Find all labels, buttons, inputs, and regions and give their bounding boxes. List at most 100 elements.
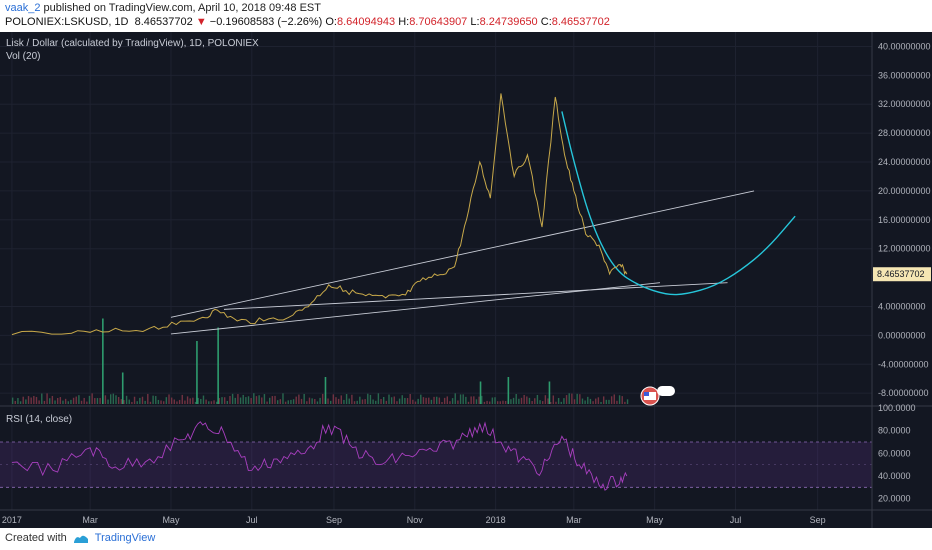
volume-bar bbox=[608, 399, 610, 404]
volume-bar bbox=[269, 397, 271, 404]
x-tick-label: Sep bbox=[810, 515, 826, 525]
volume-bar bbox=[96, 398, 99, 404]
volume-bar bbox=[536, 394, 539, 404]
volume-bar bbox=[319, 397, 321, 404]
tradingview-brand-link[interactable]: TradingView bbox=[94, 532, 156, 544]
volume-bar bbox=[43, 400, 46, 404]
y-tick-label: 20.00000000 bbox=[878, 186, 931, 196]
volume-bar bbox=[441, 401, 443, 404]
volume-bar bbox=[459, 394, 462, 404]
volume-bar bbox=[247, 396, 250, 404]
volume-bar bbox=[414, 401, 417, 404]
volume-bar bbox=[523, 394, 525, 404]
volume-bar bbox=[49, 398, 51, 404]
price-change: −0.19608583 (−2.26%) bbox=[209, 16, 323, 28]
volume-spike bbox=[548, 381, 551, 404]
volume-bar bbox=[38, 400, 40, 404]
volume-bar bbox=[19, 401, 22, 404]
volume-bar bbox=[584, 400, 586, 404]
volume-bar bbox=[86, 401, 88, 404]
volume-bar bbox=[14, 400, 16, 404]
volume-bar bbox=[343, 399, 345, 404]
author-link[interactable]: vaak_2 bbox=[5, 2, 41, 14]
volume-bar bbox=[314, 399, 316, 404]
rsi-plot bbox=[11, 421, 628, 491]
volume-bar bbox=[30, 397, 32, 404]
volume-bar bbox=[51, 395, 54, 404]
x-tick-label: May bbox=[646, 515, 664, 525]
volume-bar bbox=[337, 398, 340, 404]
volume-bar bbox=[141, 396, 144, 404]
volume-bar bbox=[218, 398, 221, 404]
volume-bar bbox=[443, 397, 446, 404]
volume-bar bbox=[388, 394, 390, 404]
volume-bar bbox=[475, 399, 478, 404]
volume-bar bbox=[250, 398, 252, 404]
volume-bar bbox=[462, 394, 464, 404]
y-tick-label: 0.00000000 bbox=[878, 330, 926, 340]
volume-bar bbox=[473, 396, 475, 404]
volume-bar bbox=[478, 396, 480, 404]
volume-bar bbox=[573, 399, 576, 404]
volume-bar bbox=[486, 400, 488, 404]
y-tick-label: 16.00000000 bbox=[878, 215, 931, 225]
volume-bar bbox=[17, 398, 19, 404]
volume-spike bbox=[479, 381, 482, 404]
volume-bar bbox=[41, 393, 43, 404]
volume-bar bbox=[157, 399, 160, 404]
price-plot bbox=[11, 93, 628, 336]
y-tick-label: 12.00000000 bbox=[878, 244, 931, 254]
volume-bar bbox=[345, 394, 348, 404]
volume-bar bbox=[385, 400, 388, 404]
volume-bar bbox=[597, 397, 600, 404]
x-tick-label: May bbox=[162, 515, 180, 525]
volume-bar bbox=[446, 396, 449, 404]
flag-icon[interactable] bbox=[640, 386, 675, 406]
volume-bar bbox=[99, 397, 101, 404]
volume-bar bbox=[139, 397, 141, 404]
volume-bar bbox=[311, 398, 313, 404]
volume-bar bbox=[510, 399, 512, 404]
volume-bar bbox=[59, 397, 62, 404]
volume-bar bbox=[433, 396, 435, 404]
volume-bar bbox=[258, 395, 260, 404]
volume-bar bbox=[549, 401, 552, 404]
publish-info: published on TradingView.com, April 10, … bbox=[43, 2, 321, 14]
volume-bar bbox=[404, 397, 406, 404]
volume-bar bbox=[261, 397, 263, 404]
volume-bar bbox=[451, 398, 454, 404]
volume-bar bbox=[46, 393, 48, 404]
volume-bar bbox=[539, 400, 541, 404]
volume-bar bbox=[542, 401, 544, 404]
volume-bar bbox=[192, 397, 194, 404]
volume-bar bbox=[396, 401, 398, 404]
volume-bar bbox=[170, 397, 173, 404]
volume-bar bbox=[481, 395, 483, 404]
volume-bar bbox=[35, 396, 38, 404]
open-label: O: bbox=[325, 16, 337, 28]
volume-bar bbox=[284, 401, 287, 404]
chart-area[interactable]: 2017 Mar May Jul Sep Nov 2018 Mar May Jul Sep 40.00… bbox=[0, 32, 932, 528]
volume-bar bbox=[571, 393, 573, 404]
volume-bar bbox=[67, 401, 69, 404]
volume-bar bbox=[213, 400, 215, 404]
volume-bar bbox=[390, 397, 393, 404]
chart-svg[interactable]: 2017 Mar May Jul Sep Nov 2018 Mar May Jul Sep 40.00… bbox=[0, 32, 932, 528]
y-tick-label: 40.00000000 bbox=[878, 41, 931, 51]
last-price: 8.46537702 bbox=[134, 16, 193, 28]
rsi-tick-label: 80.0000 bbox=[878, 426, 911, 436]
volume-bar bbox=[168, 394, 170, 404]
volume-bar bbox=[155, 396, 157, 404]
volume-bar bbox=[221, 397, 223, 404]
volume-bar bbox=[279, 399, 282, 404]
volume-bar bbox=[88, 395, 91, 404]
volume-bar bbox=[91, 393, 93, 404]
volume-bar bbox=[626, 399, 629, 404]
volume-bar bbox=[295, 396, 297, 404]
volume-bar bbox=[242, 394, 244, 404]
volume-bar bbox=[194, 401, 197, 404]
volume-bar bbox=[136, 401, 138, 404]
created-with-label: Created with bbox=[5, 532, 67, 544]
volume-bar bbox=[237, 394, 239, 404]
volume-bar bbox=[287, 400, 289, 404]
